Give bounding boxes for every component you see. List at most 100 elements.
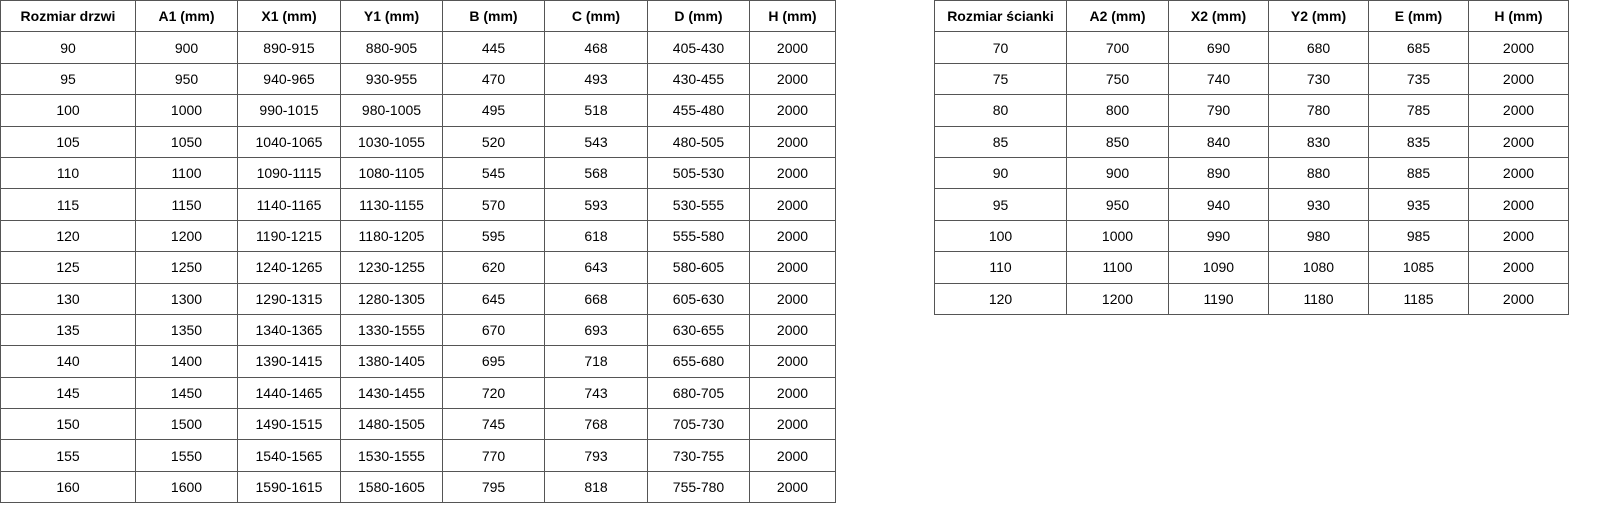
table-cell: 780 xyxy=(1268,94,1369,127)
table-cell: 695 xyxy=(442,345,545,378)
table-cell: 1530-1555 xyxy=(340,439,443,472)
table-cell: 545 xyxy=(442,156,545,190)
table-cell: 1040-1065 xyxy=(237,125,341,158)
table-cell: 1600 xyxy=(135,470,238,504)
table-cell: 655-680 xyxy=(647,345,750,378)
table-row: 135 1350 1340-1365 1330-1555 670 693 630-655 20… xyxy=(0,313,836,347)
table-cell: 1390-1415 xyxy=(237,345,341,378)
table-cell: 750 xyxy=(1066,62,1169,96)
table-row: 110 1100 1090 1080 1085 2000 xyxy=(934,251,1569,284)
table-cell: 1190-1215 xyxy=(237,219,341,253)
table-cell: 1080-1105 xyxy=(340,156,443,190)
table-cell: 1230-1255 xyxy=(340,251,443,284)
table-row: 110 1100 1090-1115 1080-1105 545 568 505-530 20… xyxy=(0,156,836,190)
table-cell: 890-915 xyxy=(237,31,341,64)
table-row: 80 800 790 780 785 2000 xyxy=(934,94,1569,127)
table-cell: 795 xyxy=(442,470,545,504)
table-cell: 2000 xyxy=(749,313,836,347)
table-cell: 950 xyxy=(1066,188,1169,221)
table-cell: 480-505 xyxy=(647,125,750,158)
table-row: 100 1000 990-1015 980-1005 495 518 455-480 2000 xyxy=(0,94,836,127)
table-cell: 900 xyxy=(1066,156,1169,190)
table-row: 140 1400 1390-1415 1380-1405 695 718 655-680 20… xyxy=(0,345,836,378)
table-cell: 1430-1455 xyxy=(340,376,443,410)
table-cell: 505-530 xyxy=(647,156,750,190)
table-cell: 495 xyxy=(442,94,545,127)
table-cell: 1190 xyxy=(1168,282,1269,315)
table-cell: 1250 xyxy=(135,251,238,284)
table-cell: 1030-1055 xyxy=(340,125,443,158)
table-cell: 790 xyxy=(1168,94,1269,127)
table-cell: 530-555 xyxy=(647,188,750,221)
table-cell: 150 xyxy=(0,408,136,441)
table-cell: 1185 xyxy=(1368,282,1469,315)
table-cell: 668 xyxy=(544,282,648,315)
table-cell: 680-705 xyxy=(647,376,750,410)
table-cell: 100 xyxy=(0,94,136,127)
table-cell: 120 xyxy=(0,219,136,253)
table-cell: 1290-1315 xyxy=(237,282,341,315)
table-cell: 620 xyxy=(442,251,545,284)
table-cell: 105 xyxy=(0,125,136,158)
table-cell: 740 xyxy=(1168,62,1269,96)
table-cell: 2000 xyxy=(749,156,836,190)
table-cell: 520 xyxy=(442,125,545,158)
table-cell: 70 xyxy=(934,31,1067,64)
table-cell: 1490-1515 xyxy=(237,408,341,441)
table-cell: 1180 xyxy=(1268,282,1369,315)
table-cell: 470 xyxy=(442,62,545,96)
table-cell: 618 xyxy=(544,219,648,253)
table-row: 100 1000 990 980 985 2000 xyxy=(934,219,1569,253)
table-cell: 2000 xyxy=(1468,188,1569,221)
table-row: 150 1500 1490-1515 1480-1505 745 768 705-730 20… xyxy=(0,408,836,441)
table-cell: 155 xyxy=(0,439,136,472)
table-cell: 1200 xyxy=(1066,282,1169,315)
table-cell: 670 xyxy=(442,313,545,347)
table-cell: 800 xyxy=(1066,94,1169,127)
header-row: Rozmiar ścianki A2 (mm) X2 (mm) Y2 (mm) E (m… xyxy=(934,0,1569,33)
table-cell: 1140-1165 xyxy=(237,188,341,221)
table-cell: 1540-1565 xyxy=(237,439,341,472)
table-cell: 885 xyxy=(1368,156,1469,190)
table-cell: 1590-1615 xyxy=(237,470,341,504)
table-cell: 745 xyxy=(442,408,545,441)
table-cell: 1240-1265 xyxy=(237,251,341,284)
table-row: 115 1150 1140-1165 1130-1155 570 593 530-555 20… xyxy=(0,188,836,221)
table-cell: 985 xyxy=(1368,219,1469,253)
table-cell: 100 xyxy=(934,219,1067,253)
table-cell: 980 xyxy=(1268,219,1369,253)
table-row: 75 750 740 730 735 2000 xyxy=(934,62,1569,96)
table-cell: 605-630 xyxy=(647,282,750,315)
table-cell: 1090 xyxy=(1168,251,1269,284)
table-cell: 930-955 xyxy=(340,62,443,96)
table-cell: 1340-1365 xyxy=(237,313,341,347)
table-cell: 818 xyxy=(544,470,648,504)
table-cell: 1090-1115 xyxy=(237,156,341,190)
table-cell: 593 xyxy=(544,188,648,221)
table-row: 120 1200 1190-1215 1180-1205 595 618 555-580 20… xyxy=(0,219,836,253)
table-cell: 1050 xyxy=(135,125,238,158)
table-cell: 160 xyxy=(0,470,136,504)
table-cell: 543 xyxy=(544,125,648,158)
table-cell: 835 xyxy=(1368,125,1469,158)
table-cell: 580-605 xyxy=(647,251,750,284)
column-header: H (mm) xyxy=(1468,0,1569,33)
table-cell: 1580-1605 xyxy=(340,470,443,504)
table-cell: 720 xyxy=(442,376,545,410)
table-cell: 2000 xyxy=(1468,62,1569,96)
table-cell: 1100 xyxy=(1066,251,1169,284)
table-cell: 690 xyxy=(1168,31,1269,64)
table-cell: 1180-1205 xyxy=(340,219,443,253)
table-cell: 518 xyxy=(544,94,648,127)
table-cell: 1085 xyxy=(1368,251,1469,284)
table-cell: 1200 xyxy=(135,219,238,253)
table-cell: 2000 xyxy=(1468,31,1569,64)
table-cell: 2000 xyxy=(1468,219,1569,253)
table-cell: 1440-1465 xyxy=(237,376,341,410)
table-cell: 1400 xyxy=(135,345,238,378)
table-cell: 1450 xyxy=(135,376,238,410)
table-cell: 1480-1505 xyxy=(340,408,443,441)
table-cell: 2000 xyxy=(1468,125,1569,158)
table-cell: 1500 xyxy=(135,408,238,441)
table-cell: 1000 xyxy=(1066,219,1169,253)
